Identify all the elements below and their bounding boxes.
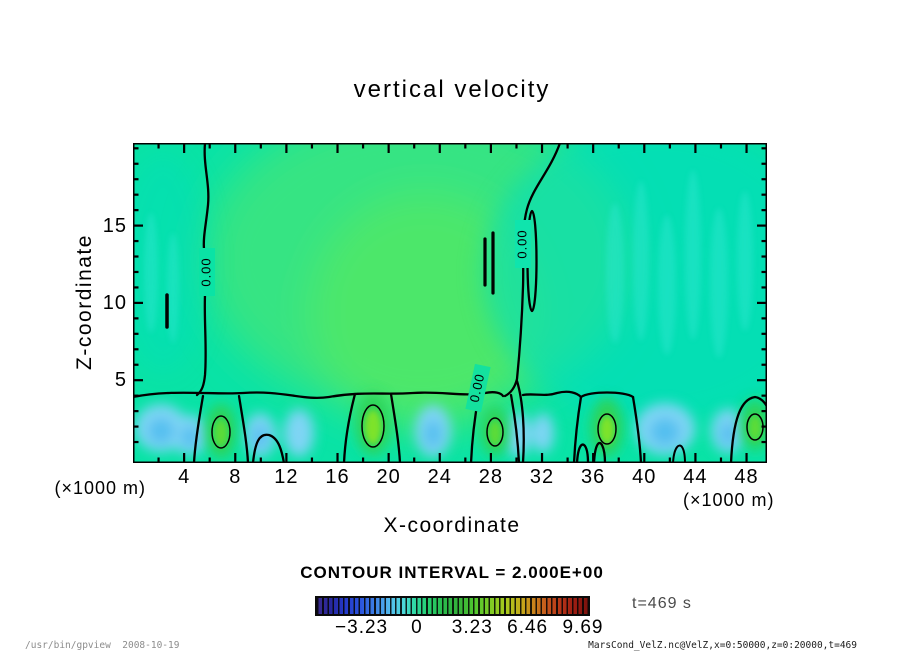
colorbar-tick-label: 9.69 (562, 617, 604, 638)
colorbar (315, 596, 590, 616)
x-tick-label: 16 (325, 466, 350, 488)
colorbar-tick-label: 0 (411, 617, 423, 638)
x-tick-label: 32 (529, 466, 555, 488)
y-tick-label: 15 (102, 214, 127, 237)
footer-program-info: /usr/bin/gpview 2008-10-19 (25, 640, 179, 651)
contour-label-1: 0.00 (198, 248, 215, 296)
zero-contour-inner-ovals (211, 404, 764, 449)
footer-program-path: /usr/bin/gpview (25, 640, 111, 651)
x-axis-label: X-coordinate (383, 514, 521, 537)
footer-dataset-info: MarsCond_VelZ.nc@VelZ,x=0:50000,z=0:2000… (588, 640, 857, 651)
x-unit-label-left: (×1000 m) (54, 478, 146, 498)
footer-spacer (111, 640, 122, 651)
x-unit-label-right: (×1000 m) (683, 490, 775, 510)
x-tick-label: 48 (734, 466, 759, 488)
x-tick-label: 8 (229, 466, 242, 488)
x-tick-label: 24 (427, 466, 452, 488)
time-label: t=469 s (632, 595, 692, 612)
colorbar-tick-label: 6.46 (507, 617, 549, 638)
svg-text:0.00: 0.00 (467, 372, 488, 404)
colorbar-tick-label: 3.23 (451, 617, 493, 638)
svg-text:0.00: 0.00 (514, 229, 529, 258)
x-tick-label: 40 (632, 466, 657, 488)
contour-interval-text: CONTOUR INTERVAL = 2.000E+00 (300, 563, 604, 582)
x-tick-label: 44 (683, 466, 708, 488)
footer-date: 2008-10-19 (122, 640, 180, 651)
x-tick-label: 4 (178, 466, 191, 488)
x-tick-label: 28 (478, 466, 504, 488)
cyan-streaks (144, 170, 753, 358)
contour-label-3: 0.00 (465, 363, 491, 413)
x-tick-label: 12 (274, 466, 299, 488)
y-tick-label: 10 (102, 291, 127, 314)
contour-label-2: 0.00 (514, 220, 531, 268)
axis-ticks (133, 143, 767, 463)
plot-title: vertical velocity (353, 76, 551, 103)
colorbar-tick-label: −3.23 (335, 617, 389, 638)
updraft-cell-cores (215, 410, 761, 446)
svg-text:0.00: 0.00 (198, 257, 213, 286)
x-tick-label: 20 (376, 466, 401, 488)
y-tick-label: 5 (114, 369, 127, 392)
contour-plot-canvas: 0.00 0.00 0.00 (133, 143, 767, 463)
x-tick-label: 36 (581, 466, 606, 488)
